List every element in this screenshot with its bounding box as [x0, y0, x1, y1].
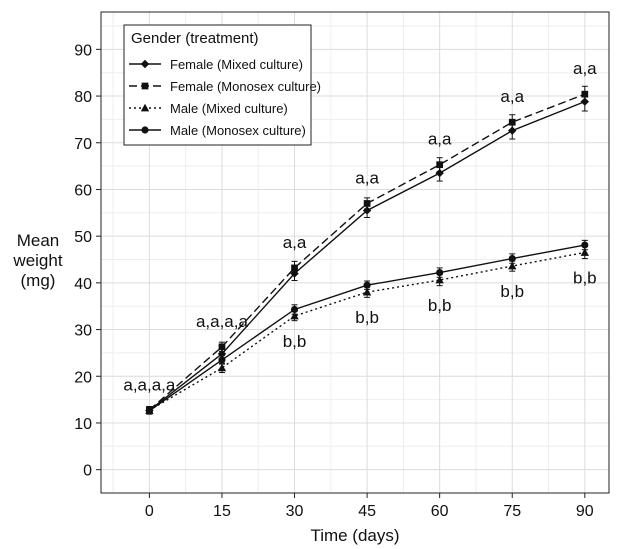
y-tick-label: 0 — [83, 463, 92, 480]
annotation-label: a,a — [428, 130, 452, 149]
x-tick-label: 90 — [576, 503, 594, 520]
annotation-label: b,b — [573, 269, 597, 288]
data-point — [362, 206, 372, 215]
legend-title: Gender (treatment) — [131, 30, 259, 47]
y-axis-label-line: Mean — [17, 231, 60, 250]
annotation-label: a,a — [283, 233, 307, 252]
y-tick-label: 40 — [74, 276, 92, 293]
data-point — [508, 255, 516, 263]
axes: 0 15 30 45 60 75 90 0 10 20 30 40 50 60 70 80 90 — [74, 42, 594, 520]
legend-label: Female (Mixed culture) — [170, 57, 303, 72]
y-tick-label: 50 — [74, 229, 92, 246]
annotation-label: b,b — [283, 332, 307, 351]
data-point — [508, 261, 517, 270]
data-point — [141, 126, 149, 134]
data-point — [290, 305, 299, 314]
data-point — [581, 241, 589, 249]
legend-entry: Male (Mixed culture) — [129, 101, 288, 116]
data-point — [435, 275, 444, 284]
legend-entry: Female (Mixed culture) — [129, 57, 303, 72]
x-tick-label: 15 — [213, 503, 231, 520]
data-point — [290, 311, 299, 320]
legend-entry: Male (Monosex culture) — [129, 123, 306, 138]
data-point — [508, 126, 517, 135]
x-tick-label: 0 — [145, 503, 154, 520]
legend: Gender (treatment) Female (Mixed culture… — [123, 24, 321, 146]
data-point — [436, 269, 444, 277]
y-tick-label: 90 — [74, 42, 92, 59]
series — [145, 239, 589, 415]
data-point — [581, 90, 589, 98]
y-tick-label: 20 — [74, 369, 92, 386]
data-point — [291, 264, 298, 272]
y-tick-label: 60 — [74, 182, 92, 199]
annotation-label: a,a — [573, 59, 597, 78]
y-tick-label: 10 — [74, 416, 92, 433]
x-tick-label: 60 — [431, 503, 449, 520]
data-point — [363, 281, 371, 289]
data-point — [362, 287, 372, 296]
legend-label: Male (Mixed culture) — [170, 101, 288, 116]
data-point — [218, 343, 226, 351]
grid — [101, 12, 609, 493]
data-point — [145, 407, 153, 415]
legend-entry: Female (Monosex culture) — [129, 79, 321, 94]
data-point — [141, 82, 149, 90]
annotation-label: a,a,a,a — [196, 312, 249, 331]
data-point — [436, 161, 444, 169]
x-axis-label: Time (days) — [310, 526, 399, 545]
y-axis-label-line: (mg) — [21, 271, 56, 290]
annotation-label: a,a,a,a — [123, 375, 176, 394]
annotations: a,a,a,a a,a,a,a a,a a,a a,a a,a a,a b,b b,b b,b b,… — [123, 59, 597, 394]
y-axis-label: Mean weight (mg) — [12, 231, 62, 290]
series-layer — [145, 85, 590, 415]
y-tick-label: 30 — [74, 323, 92, 340]
data-point — [218, 356, 226, 364]
y-tick-label: 70 — [74, 136, 92, 153]
annotation-label: b,b — [428, 296, 452, 315]
legend-box — [123, 24, 312, 146]
annotation-label: b,b — [500, 282, 524, 301]
x-tick-label: 30 — [286, 503, 304, 520]
data-point — [363, 200, 371, 207]
legend-label: Male (Monosex culture) — [170, 123, 306, 138]
annotation-label: b,b — [355, 308, 379, 327]
annotation-label: a,a — [355, 168, 379, 187]
data-point — [140, 103, 150, 112]
data-point — [580, 248, 590, 256]
data-point — [508, 118, 516, 126]
x-tick-label: 75 — [503, 503, 521, 520]
series — [146, 85, 589, 414]
y-axis-label-line: weight — [12, 251, 62, 270]
x-tick-label: 45 — [358, 503, 376, 520]
legend-entries: Female (Mixed culture) Female (Monosex cu… — [129, 57, 321, 138]
y-tick-label: 80 — [74, 89, 92, 106]
data-point — [140, 59, 150, 69]
plot-area — [100, 11, 610, 494]
annotation-label: a,a — [500, 87, 524, 106]
data-point — [217, 363, 227, 372]
data-point — [435, 168, 444, 178]
legend-label: Female (Monosex culture) — [170, 79, 321, 94]
